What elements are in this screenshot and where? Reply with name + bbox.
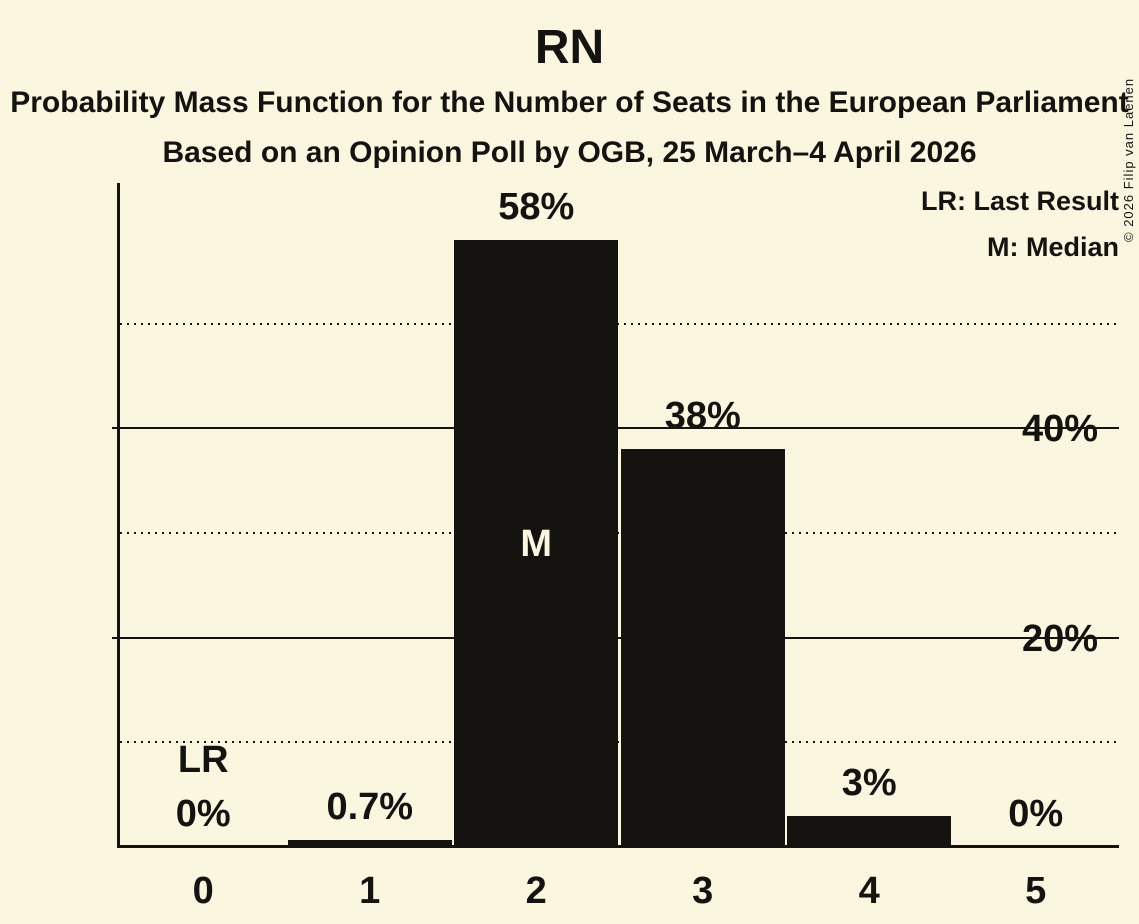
x-tick-label: 4 [858,870,880,912]
legend-last-result: LR: Last Result [920,186,1119,216]
x-tick-label: 1 [359,870,381,912]
bar-seats-1 [287,839,452,847]
bar-value-label: 58% [498,185,575,228]
y-tick-label: 40% [1021,408,1098,451]
median-marker: M [520,523,553,566]
bar-seats-4 [787,815,952,847]
x-tick-label: 5 [1025,870,1047,912]
legend-median: M: Median [987,232,1119,262]
poll-source-subtitle: Based on an Opinion Poll by OGB, 25 Marc… [162,136,977,169]
bar-value-label: 0% [1008,793,1064,835]
bar-seats-3 [620,449,785,847]
bar-value-label: 0% [175,793,231,835]
copyright-notice: © 2026 Filip van Laenen [1121,77,1136,242]
x-tick-label: 2 [525,870,547,912]
gridline-dotted-30pct [120,532,1119,535]
page-title: RN [534,21,605,74]
gridline-dotted-10pct [120,741,1119,744]
chart-subtitle: Probability Mass Function for the Number… [10,86,1129,119]
bar-value-label: 0.7% [326,785,414,828]
y-tick-label: 20% [1021,617,1098,660]
bar-value-label: 38% [664,395,741,438]
x-tick-label: 0 [192,870,214,912]
bar-seats-2 [454,239,619,847]
x-tick-label: 3 [692,870,714,912]
y-axis-line [117,183,120,848]
gridline-dotted-50pct [120,322,1119,325]
last-result-marker: LR [177,739,229,781]
bar-value-label: 3% [841,761,897,804]
